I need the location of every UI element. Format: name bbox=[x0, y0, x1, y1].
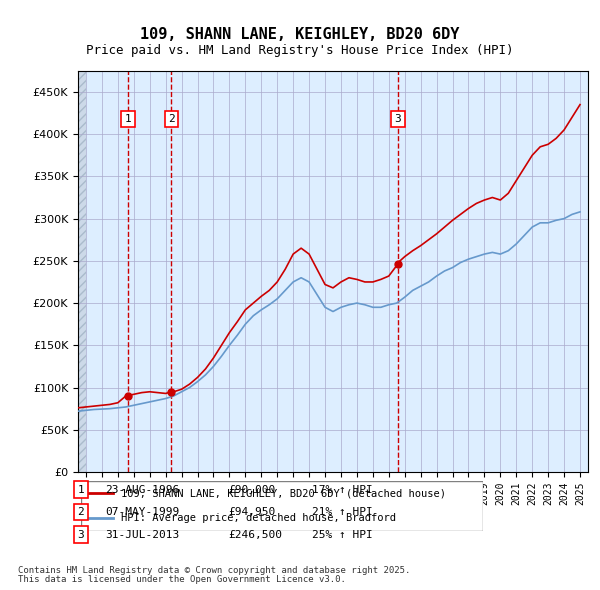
Text: 109, SHANN LANE, KEIGHLEY, BD20 6DY (detached house): 109, SHANN LANE, KEIGHLEY, BD20 6DY (det… bbox=[121, 489, 446, 499]
Text: Contains HM Land Registry data © Crown copyright and database right 2025.: Contains HM Land Registry data © Crown c… bbox=[18, 566, 410, 575]
Text: 23-AUG-1996: 23-AUG-1996 bbox=[105, 485, 179, 494]
Text: 2: 2 bbox=[77, 507, 85, 517]
Text: Price paid vs. HM Land Registry's House Price Index (HPI): Price paid vs. HM Land Registry's House … bbox=[86, 44, 514, 57]
Bar bbox=[78, 71, 86, 472]
Text: 2: 2 bbox=[168, 114, 175, 124]
Text: 31-JUL-2013: 31-JUL-2013 bbox=[105, 530, 179, 539]
Text: 1: 1 bbox=[77, 485, 85, 494]
FancyBboxPatch shape bbox=[81, 481, 483, 531]
Text: £90,000: £90,000 bbox=[228, 485, 275, 494]
Text: 3: 3 bbox=[395, 114, 401, 124]
Text: 25% ↑ HPI: 25% ↑ HPI bbox=[312, 530, 373, 539]
Text: 21% ↑ HPI: 21% ↑ HPI bbox=[312, 507, 373, 517]
Text: HPI: Average price, detached house, Bradford: HPI: Average price, detached house, Brad… bbox=[121, 513, 396, 523]
Text: 109, SHANN LANE, KEIGHLEY, BD20 6DY: 109, SHANN LANE, KEIGHLEY, BD20 6DY bbox=[140, 27, 460, 41]
Text: 1: 1 bbox=[125, 114, 131, 124]
Text: 07-MAY-1999: 07-MAY-1999 bbox=[105, 507, 179, 517]
Text: This data is licensed under the Open Government Licence v3.0.: This data is licensed under the Open Gov… bbox=[18, 575, 346, 584]
Text: 3: 3 bbox=[77, 530, 85, 539]
Text: 17% ↑ HPI: 17% ↑ HPI bbox=[312, 485, 373, 494]
Text: £246,500: £246,500 bbox=[228, 530, 282, 539]
Text: £94,950: £94,950 bbox=[228, 507, 275, 517]
